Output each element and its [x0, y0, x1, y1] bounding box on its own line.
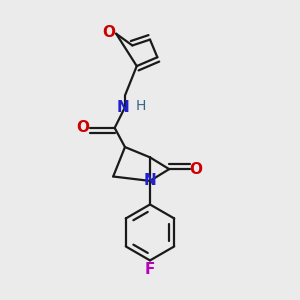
Text: O: O: [190, 162, 203, 177]
Text: F: F: [145, 262, 155, 277]
Text: H: H: [136, 99, 146, 113]
Text: O: O: [77, 120, 90, 135]
Text: N: N: [117, 100, 130, 115]
Text: O: O: [102, 25, 115, 40]
Text: N: N: [144, 173, 156, 188]
